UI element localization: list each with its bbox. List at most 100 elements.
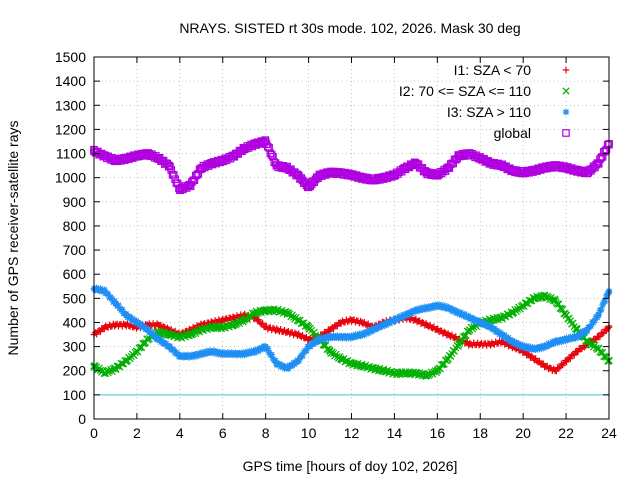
legend-label: I2: 70 <= SZA <= 110 (399, 83, 531, 99)
legend-label: I3: SZA > 110 (447, 104, 531, 120)
data-point-star (201, 350, 208, 358)
series-4 (90, 136, 613, 194)
data-point-star (368, 328, 376, 335)
data-point-plus (441, 328, 448, 336)
data-point-square (602, 145, 611, 154)
x-tick-label: 16 (430, 425, 446, 441)
data-point-star (104, 290, 112, 298)
data-layer (90, 136, 613, 380)
y-tick-label: 1300 (55, 97, 86, 113)
data-point-star (159, 337, 166, 344)
data-point-star (383, 321, 390, 329)
x-tick-label: 14 (387, 425, 403, 441)
data-point-square (433, 171, 442, 180)
data-point-star (544, 343, 551, 350)
data-point-square (282, 164, 290, 173)
data-point-cross (440, 360, 448, 368)
data-point-cross (526, 297, 535, 305)
y-tick-label: 1400 (55, 73, 86, 89)
data-point-star (137, 320, 144, 327)
series-3 (90, 284, 613, 372)
data-point-star (101, 286, 108, 293)
data-point-star (501, 331, 508, 339)
data-point-star (310, 340, 318, 347)
data-point-star (591, 317, 599, 324)
data-point-cross (559, 305, 567, 314)
data-point-star (119, 306, 126, 313)
grid (94, 57, 609, 419)
data-point-plus (571, 351, 578, 359)
data-point-star (255, 347, 262, 355)
data-point-star (598, 306, 605, 314)
data-point-star (583, 328, 591, 335)
data-point-star (421, 303, 429, 311)
legend-label: I1: SZA < 70 (454, 62, 532, 78)
data-point-star (292, 359, 300, 366)
data-point-star (547, 341, 555, 348)
data-point-cross (462, 331, 470, 340)
data-point-star (576, 333, 583, 340)
x-tick-label: 20 (515, 425, 531, 441)
data-point-star (93, 284, 100, 292)
data-point-star (162, 339, 170, 347)
data-point-star (210, 347, 217, 354)
data-point-star (299, 352, 306, 360)
data-point-star (416, 307, 423, 314)
data-point-star (111, 297, 118, 305)
data-point-star (595, 311, 602, 318)
y-tick-label: 500 (63, 290, 87, 306)
y-axis-label: Number of GPS receiver-satellite rays (5, 121, 21, 356)
data-point-square (479, 156, 487, 164)
data-point-star (334, 332, 341, 339)
data-point-star (461, 310, 468, 318)
y-tick-label: 0 (78, 411, 86, 427)
chart-title: NRAYS. SISTED rt 30s mode. 102, 2026. Ma… (179, 20, 520, 36)
data-point-square (445, 164, 454, 172)
data-point-star (295, 358, 302, 365)
data-point-star (594, 314, 601, 321)
data-point-star (115, 301, 122, 309)
data-point-square (297, 174, 306, 182)
data-point-star (122, 310, 130, 318)
legend-marker-square (562, 129, 570, 137)
data-point-star (495, 328, 502, 335)
x-tick-label: 2 (133, 425, 141, 441)
data-point-plus (546, 364, 553, 371)
legend-marker-star (562, 108, 570, 116)
x-tick-label: 8 (262, 425, 270, 441)
data-point-star (215, 351, 223, 358)
data-point-star (264, 345, 272, 352)
data-point-star (133, 317, 140, 325)
data-point-star (562, 337, 569, 345)
y-tick-label: 700 (63, 242, 87, 258)
data-point-cross (458, 337, 466, 345)
x-tick-label: 0 (90, 425, 98, 441)
data-point-star (97, 285, 104, 292)
data-point-square (190, 176, 199, 184)
data-point-square (449, 159, 458, 168)
data-point-square (265, 144, 273, 152)
data-point-star (404, 312, 412, 319)
data-point-star (347, 335, 354, 342)
data-point-square (154, 155, 163, 163)
data-point-star (447, 304, 454, 312)
data-point-star (237, 352, 244, 359)
data-point-plus (259, 319, 266, 327)
data-point-star (457, 309, 465, 316)
data-point-square (437, 169, 446, 178)
data-point-square (92, 148, 101, 157)
data-point-square (188, 178, 196, 186)
y-tick-label: 1100 (56, 146, 86, 162)
data-point-star (219, 351, 226, 359)
data-point-square (598, 152, 607, 161)
data-point-square (191, 171, 200, 180)
y-tick-label: 1000 (55, 170, 86, 186)
data-point-star (587, 322, 595, 330)
series-2 (90, 291, 613, 380)
data-point-star (166, 342, 174, 350)
data-point-star (465, 312, 472, 320)
data-point-star (487, 322, 494, 330)
data-point-star (141, 322, 148, 330)
data-point-star (259, 346, 266, 353)
